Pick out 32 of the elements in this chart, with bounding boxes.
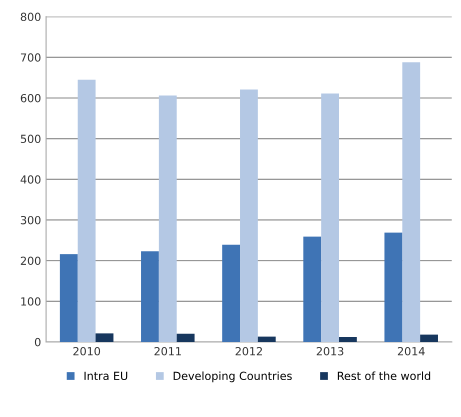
x-tick-label: 2011 — [154, 346, 181, 356]
y-tick-label: 400 — [20, 175, 40, 184]
x-tick-label: 2012 — [236, 346, 262, 356]
bar — [258, 336, 276, 342]
legend-label: Intra EU — [84, 372, 128, 380]
bar — [60, 254, 78, 342]
bar — [78, 80, 96, 342]
y-tick-label: 0 — [34, 338, 40, 346]
y-tick-label: 200 — [20, 256, 40, 266]
y-tick-label: 100 — [21, 297, 40, 306]
bar — [321, 94, 339, 342]
y-tick-label: 500 — [20, 134, 40, 144]
bar — [176, 334, 195, 342]
bar — [339, 337, 357, 342]
legend-label: Developing Countries — [174, 371, 292, 382]
bar — [402, 62, 420, 342]
bar — [96, 333, 114, 342]
bar — [222, 244, 240, 342]
bar — [384, 232, 402, 342]
y-tick-label: 800 — [20, 12, 40, 22]
x-tick-label: 2013 — [316, 346, 344, 356]
legend-label: Rest of the world — [338, 371, 430, 380]
bar — [158, 96, 177, 342]
bar — [303, 236, 322, 342]
y-tick-label: 300 — [20, 216, 40, 224]
y-tick-label: 700 — [20, 53, 40, 62]
x-tick-label: 2014 — [398, 346, 425, 356]
bar — [420, 334, 438, 342]
y-tick-label: 600 — [20, 94, 40, 102]
bar — [141, 251, 159, 342]
bar — [240, 89, 258, 342]
x-tick-label: 2010 — [73, 346, 100, 356]
